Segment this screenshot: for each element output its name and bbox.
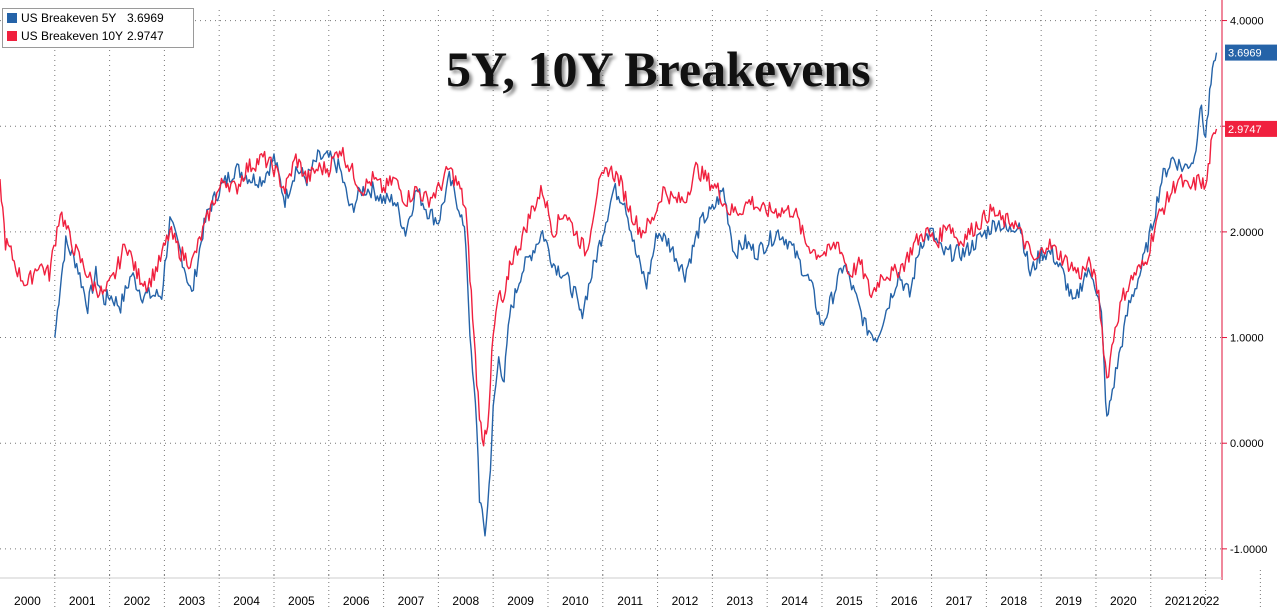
- y-tick-label: 2.0000: [1230, 227, 1264, 239]
- y-tick-label: 1.0000: [1230, 333, 1264, 345]
- grid-layer: [0, 10, 1222, 578]
- legend: US Breakeven 5Y 3.6969 US Breakeven 10Y …: [2, 8, 194, 48]
- x-tick-label: 2008: [452, 594, 479, 608]
- x-tick-label: 2010: [562, 594, 589, 608]
- last-value-tag-10y: [1225, 120, 1277, 137]
- last-value-label-5y: 3.6969: [1228, 48, 1262, 60]
- legend-item-10y: US Breakeven 10Y 2.9747: [3, 27, 193, 45]
- x-tick-label: 2009: [507, 594, 534, 608]
- x-tick-label: 2007: [398, 594, 425, 608]
- x-tick-label: 2003: [178, 594, 205, 608]
- series-line-10y: [0, 128, 1218, 447]
- x-tick-label: 2001: [69, 594, 96, 608]
- legend-label-10y: US Breakeven 10Y: [21, 29, 124, 43]
- x-tick-label: 2005: [288, 594, 315, 608]
- y-tick-label: 0.0000: [1230, 438, 1264, 450]
- series-layer: [0, 52, 1218, 537]
- x-tick-label: 2011: [617, 594, 643, 608]
- x-tick-label: 2020: [1110, 594, 1137, 608]
- legend-value-5y: 3.6969: [127, 11, 164, 25]
- legend-swatch-10y: [7, 31, 17, 41]
- x-tick-label: 2018: [1000, 594, 1027, 608]
- x-tick-label: 2000: [14, 594, 41, 608]
- x-tick-label: 2015: [836, 594, 863, 608]
- x-tick-label: 2004: [233, 594, 260, 608]
- legend-value-10y: 2.9747: [127, 29, 164, 43]
- x-tick-label: 2002: [124, 594, 151, 608]
- x-tick-label: 2006: [343, 594, 370, 608]
- legend-swatch-5y: [7, 13, 17, 23]
- series-line-5y: [54, 52, 1218, 537]
- x-tick-label: 2012: [672, 594, 699, 608]
- y-tick-label: 4.0000: [1230, 16, 1264, 28]
- x-tick-label: 2014: [781, 594, 808, 608]
- x-tick-label: 2013: [726, 594, 753, 608]
- last-value-label-10y: 2.9747: [1228, 124, 1262, 136]
- x-tick-label: 2017: [946, 594, 973, 608]
- legend-label-5y: US Breakeven 5Y: [21, 11, 117, 25]
- last-value-tag-5y: [1225, 44, 1277, 61]
- x-tick-label: 2022: [1193, 594, 1220, 608]
- y-tick-label: -1.0000: [1230, 544, 1267, 556]
- x-tick-label: 2021: [1165, 594, 1192, 608]
- x-tick-label: 2019: [1055, 594, 1082, 608]
- legend-item-5y: US Breakeven 5Y 3.6969: [3, 9, 193, 27]
- x-tick-label: 2016: [891, 594, 918, 608]
- chart-title: 5Y, 10Y Breakevens: [446, 41, 871, 97]
